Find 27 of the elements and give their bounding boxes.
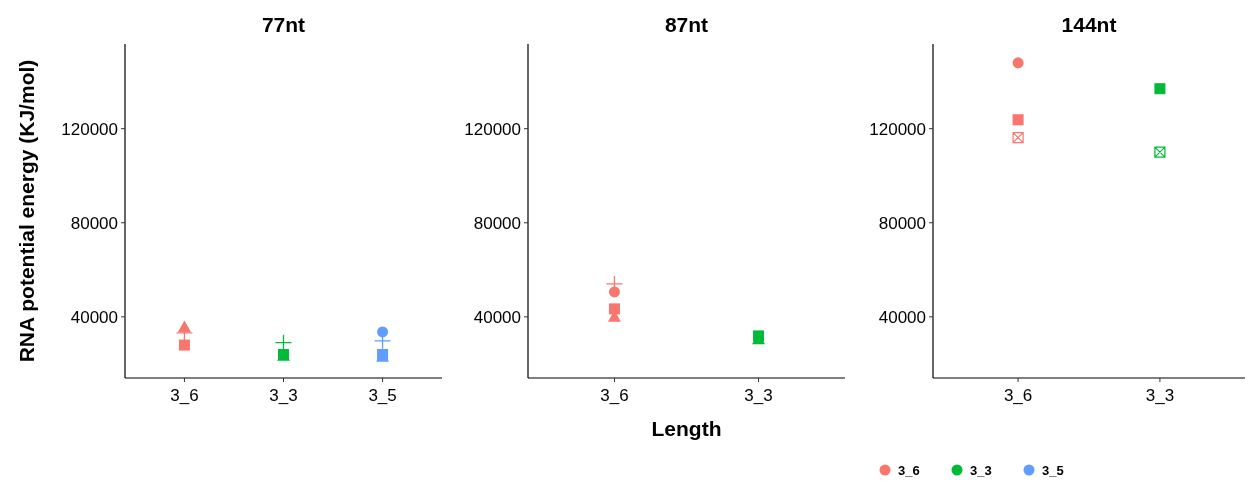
point	[608, 286, 620, 298]
chart-title: 87nt	[664, 13, 709, 36]
point	[377, 326, 389, 338]
text: 3_3	[970, 463, 992, 478]
y-tick-label: 40000	[70, 307, 118, 327]
x-tick-label: 3_6	[170, 386, 199, 405]
y-tick-label: 40000	[878, 307, 926, 327]
y-tick-label: 80000	[878, 213, 926, 233]
y-tick-label: 120000	[61, 119, 118, 139]
x-tick-label: 3_6	[600, 386, 629, 405]
y-tick-label: 120000	[464, 119, 521, 139]
y-tick-label: 40000	[473, 307, 521, 327]
x-tick-label: 3_5	[368, 386, 397, 405]
text: 3_6	[898, 463, 920, 478]
text: 3_5	[1042, 463, 1064, 478]
y-tick-label: 80000	[473, 213, 521, 233]
x-tick-label: 3_3	[269, 386, 298, 405]
x-tick-label: 3_6	[1003, 386, 1033, 405]
x-axis-title: Length	[651, 417, 722, 440]
point	[1012, 57, 1024, 69]
y-tick-label: 120000	[869, 119, 926, 139]
y-tick-label: 80000	[70, 213, 118, 233]
x-tick-label: 3_3	[744, 386, 773, 405]
x-tick-label: 3_3	[1145, 386, 1175, 405]
chart-title: 144nt	[1061, 13, 1117, 36]
chart-title: 77nt	[261, 13, 306, 36]
y-axis-title: RNA potential energy (KJ/mol)	[15, 59, 38, 363]
